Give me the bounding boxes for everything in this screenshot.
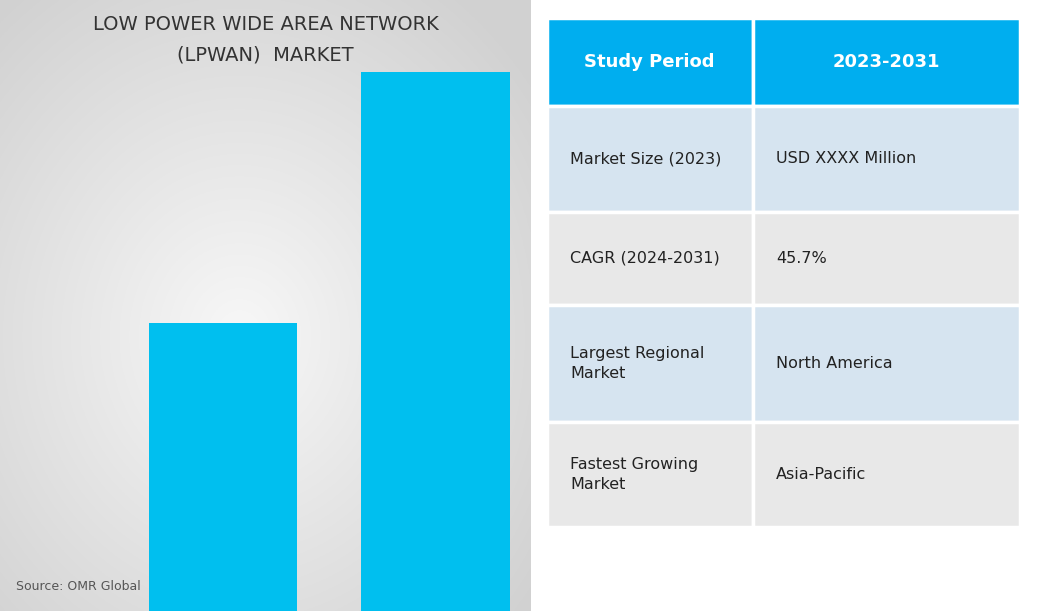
Bar — [547, 211, 753, 306]
Polygon shape — [437, 465, 460, 609]
Polygon shape — [438, 474, 458, 607]
Bar — [753, 306, 1020, 422]
Text: (LPWAN)  MARKET: (LPWAN) MARKET — [177, 46, 354, 65]
Polygon shape — [224, 521, 252, 611]
Text: Source: OMR Global: Source: OMR Global — [16, 580, 141, 593]
Polygon shape — [438, 469, 459, 608]
Polygon shape — [225, 530, 249, 610]
Polygon shape — [224, 523, 251, 611]
Bar — [361, 72, 510, 611]
Polygon shape — [227, 543, 245, 604]
Polygon shape — [438, 479, 458, 606]
Text: Fastest Growing
Market: Fastest Growing Market — [570, 457, 699, 492]
Bar — [149, 323, 298, 611]
Text: Study Period: Study Period — [584, 53, 715, 71]
Polygon shape — [226, 535, 247, 608]
Text: USD XXXX Million: USD XXXX Million — [777, 152, 916, 166]
Text: 2023-2031: 2023-2031 — [833, 53, 940, 71]
Polygon shape — [437, 455, 461, 611]
Text: Market Size (2023): Market Size (2023) — [570, 152, 721, 166]
Polygon shape — [436, 446, 463, 611]
Bar — [753, 211, 1020, 306]
Polygon shape — [436, 441, 464, 611]
Polygon shape — [226, 538, 246, 607]
Text: Largest Regional
Market: Largest Regional Market — [570, 346, 705, 381]
Polygon shape — [223, 510, 255, 611]
Polygon shape — [439, 488, 456, 603]
Text: CAGR (2024-2031): CAGR (2024-2031) — [570, 251, 720, 266]
Polygon shape — [225, 528, 249, 611]
Text: North America: North America — [777, 356, 893, 371]
Bar — [547, 18, 753, 106]
Polygon shape — [437, 450, 462, 611]
Text: LOW POWER WIDE AREA NETWORK: LOW POWER WIDE AREA NETWORK — [93, 15, 438, 34]
Bar — [547, 306, 753, 422]
Polygon shape — [436, 436, 465, 611]
Bar — [547, 422, 753, 527]
Text: Asia-Pacific: Asia-Pacific — [777, 467, 866, 482]
Polygon shape — [436, 432, 465, 611]
Bar — [753, 422, 1020, 527]
Bar — [753, 106, 1020, 211]
Bar — [753, 18, 1020, 106]
Polygon shape — [224, 518, 253, 611]
Polygon shape — [224, 516, 253, 611]
Polygon shape — [226, 541, 246, 606]
Polygon shape — [437, 460, 461, 610]
Polygon shape — [225, 533, 248, 609]
Polygon shape — [223, 513, 254, 611]
Text: 45.7%: 45.7% — [777, 251, 827, 266]
Polygon shape — [439, 484, 457, 604]
Polygon shape — [227, 546, 244, 603]
Polygon shape — [225, 525, 250, 611]
Polygon shape — [435, 422, 467, 611]
Bar — [547, 106, 753, 211]
Polygon shape — [435, 427, 466, 611]
